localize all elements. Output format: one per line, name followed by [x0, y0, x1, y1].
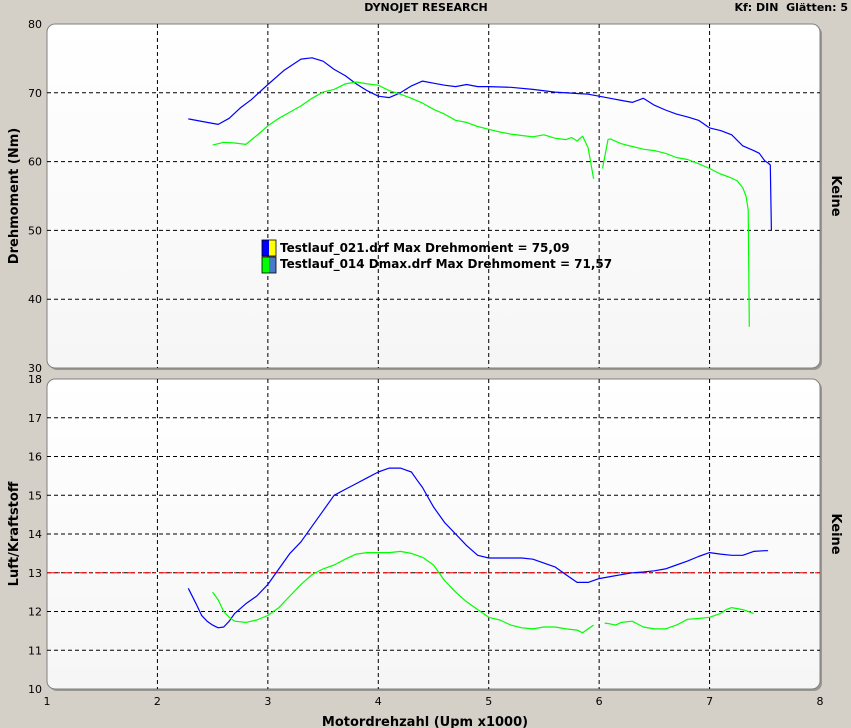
legend-item-run-021: Testlauf_021.drf Max Drehmoment = 75,09: [261, 239, 570, 257]
afr-y-tick-label: 17: [28, 412, 42, 425]
header-settings: Kf: DIN Glätten: 5: [734, 1, 848, 14]
header-title: DYNOJET RESEARCH: [364, 1, 487, 14]
torque-series-line-2: [212, 81, 750, 327]
x-tick-label: 5: [485, 695, 492, 708]
afr-series: [187, 467, 769, 634]
torque-y-ticks: 30 40 50 60 70 80: [28, 18, 42, 375]
afr-y-tick-label: 13: [28, 567, 42, 580]
torque-y-tick-label: 50: [28, 224, 42, 237]
torque-y-tick-label: 60: [28, 156, 42, 169]
afr-series-line-1: [187, 467, 769, 629]
legend-swatch-run-014-green: [262, 257, 269, 273]
afr-grid: [47, 379, 820, 689]
legend-label-run-021: Testlauf_021.drf Max Drehmoment = 75,09: [280, 241, 570, 256]
legend-swatch-run-014-border: [261, 256, 277, 274]
afr-y-axis-label: Luft/Kraftstoff: [7, 481, 22, 586]
afr-y-tick-label: 14: [28, 528, 42, 541]
legend-swatch-run-021-yellow: [269, 240, 276, 256]
afr-y-tick-label: 18: [28, 373, 42, 386]
torque-series: [188, 57, 772, 327]
torque-series-line-1: [188, 57, 772, 231]
legend-item-run-014: Testlauf_014 Dmax.drf Max Drehmoment = 7…: [261, 256, 612, 274]
afr-y-tick-label: 10: [28, 683, 42, 696]
torque-y-tick-label: 70: [28, 87, 42, 100]
x-tick-label: 4: [375, 695, 382, 708]
torque-grid: [47, 24, 820, 368]
torque-y-tick-label: 30: [28, 362, 42, 375]
legend-label-run-014: Testlauf_014 Dmax.drf Max Drehmoment = 7…: [280, 257, 612, 272]
afr-series-line-2: [212, 550, 754, 634]
legend-swatch-run-014-blue: [269, 257, 276, 273]
x-axis-label: Motordrehzahl (Upm x1000): [322, 715, 528, 728]
legend: Testlauf_021.drf Max Drehmoment = 75,09 …: [261, 239, 612, 274]
torque-plot-area: [46, 23, 821, 369]
legend-swatch-run-021-border: [261, 239, 277, 257]
x-tick-label: 6: [596, 695, 603, 708]
afr-y-tick-label: 16: [28, 451, 42, 464]
afr-y-tick-label: 12: [28, 606, 42, 619]
torque-panel: 30 40 50 60 70 80 Drehmoment (Nm) Keine Testl…: [7, 18, 843, 375]
torque-y-axis-label: Drehmoment (Nm): [7, 128, 22, 264]
x-tick-label: 1: [44, 695, 51, 708]
x-tick-label: 7: [706, 695, 713, 708]
afr-y-tick-label: 11: [28, 644, 42, 657]
x-tick-label: 8: [817, 695, 824, 708]
torque-y-tick-label: 40: [28, 293, 42, 306]
x-tick-label: 2: [154, 695, 161, 708]
x-ticks: 1 2 3 4 5 6 7 8: [44, 695, 824, 708]
torque-y-tick-label: 80: [28, 18, 42, 31]
afr-y-ticks: 10 11 12 13 14 15 16 17 18: [28, 373, 42, 696]
afr-right-label: Keine: [828, 513, 843, 554]
afr-y-tick-label: 15: [28, 489, 42, 502]
x-tick-label: 3: [264, 695, 271, 708]
torque-right-label: Keine: [828, 175, 843, 216]
legend-swatch-run-021-blue: [262, 240, 269, 256]
